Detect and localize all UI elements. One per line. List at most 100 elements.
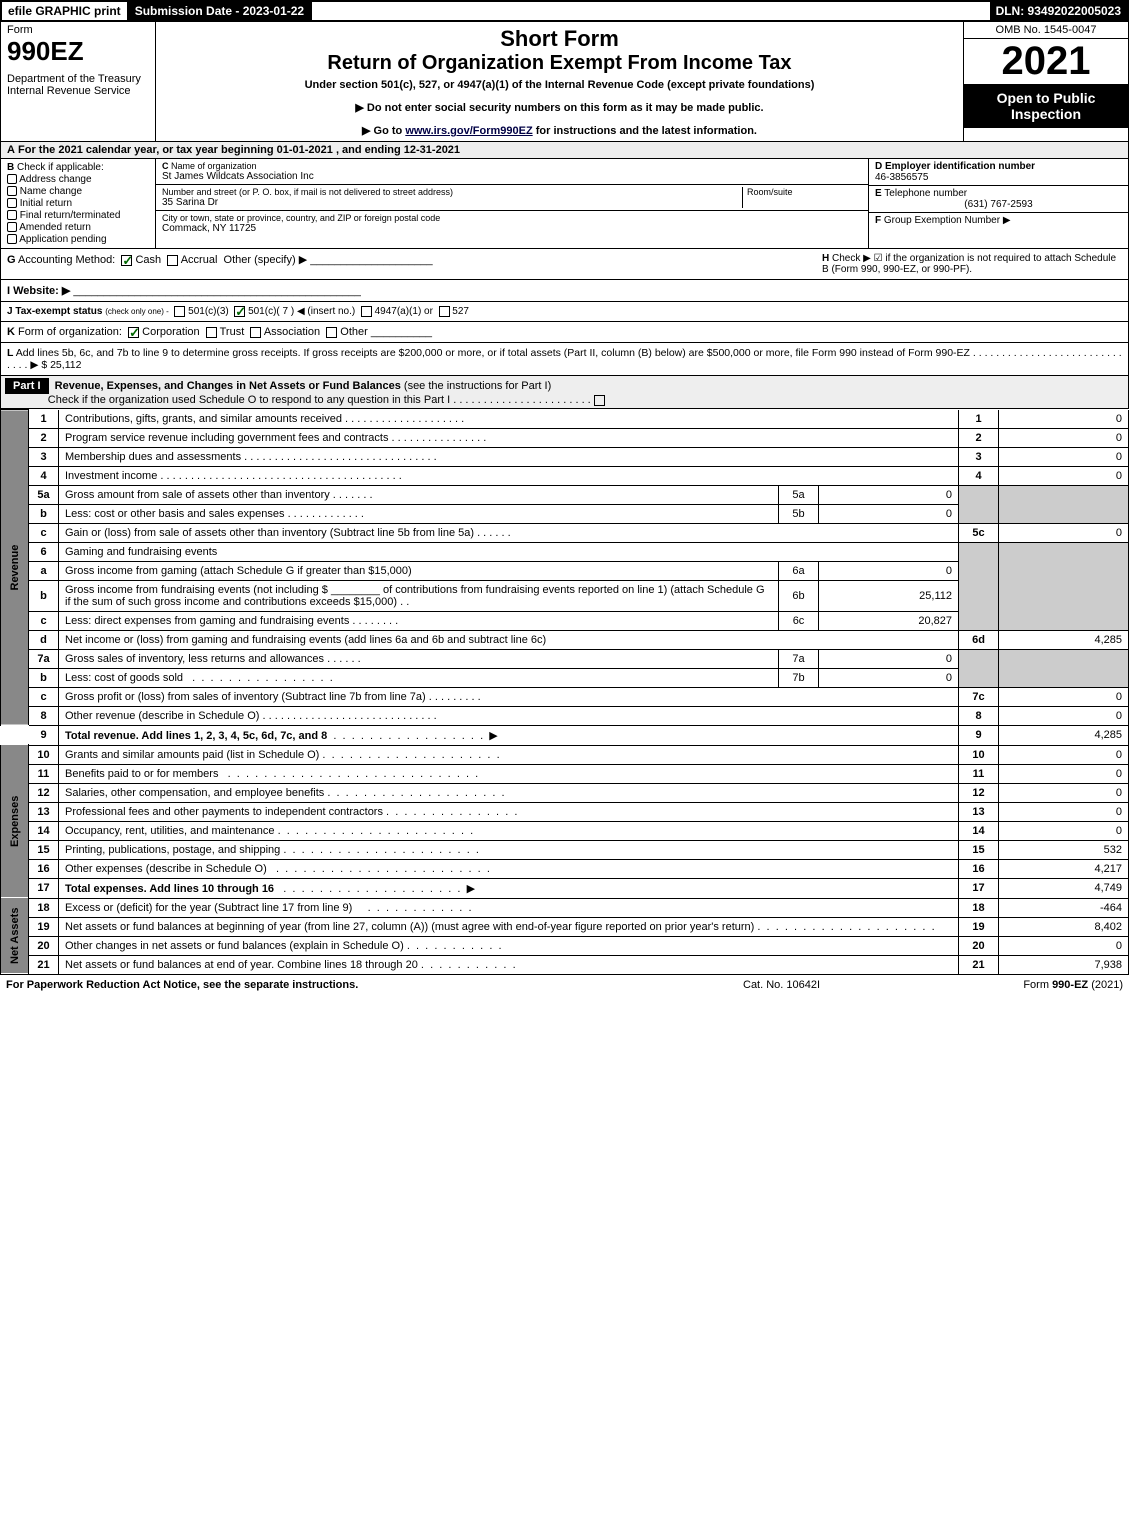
- ln13-num: 13: [29, 802, 59, 821]
- chk-accrual[interactable]: [167, 255, 178, 266]
- ln5-shade-v: [999, 485, 1129, 523]
- org-name: St James Wildcats Association Inc: [162, 171, 862, 182]
- row-l: L Add lines 5b, 6c, and 7b to line 9 to …: [0, 343, 1129, 376]
- chk-final-return[interactable]: [7, 210, 17, 220]
- ln7c-val: 0: [999, 687, 1129, 706]
- chk-application-pending[interactable]: [7, 234, 17, 244]
- g-other: Other (specify) ▶: [224, 254, 308, 266]
- ln6b-desc1: Gross income from fundraising events (no…: [65, 584, 328, 596]
- title-return: Return of Organization Exempt From Incom…: [160, 52, 959, 75]
- ln21-num: 21: [29, 955, 59, 974]
- chk-527[interactable]: [439, 306, 450, 317]
- ln14-rnum: 14: [959, 821, 999, 840]
- ln14-val: 0: [999, 821, 1129, 840]
- efile-label[interactable]: efile GRAPHIC print: [2, 2, 129, 20]
- f-label: Group Exemption Number ▶: [884, 215, 1011, 226]
- opt-application-pending: Application pending: [19, 234, 106, 245]
- ln7a-sv: 0: [819, 649, 959, 668]
- c-name-label: Name of organization: [171, 161, 257, 171]
- section-a: A For the 2021 calendar year, or tax yea…: [0, 142, 1129, 159]
- ln6d-rnum: 6d: [959, 630, 999, 649]
- org-address: 35 Sarina Dr: [162, 197, 742, 208]
- ln8-val: 0: [999, 706, 1129, 725]
- ln6c-num: c: [29, 611, 59, 630]
- chk-501c3[interactable]: [174, 306, 185, 317]
- ln9-val: 4,285: [999, 725, 1129, 745]
- ln2-rnum: 2: [959, 428, 999, 447]
- opt-address-change: Address change: [19, 174, 91, 185]
- chk-initial-return[interactable]: [7, 198, 17, 208]
- chk-trust[interactable]: [206, 327, 217, 338]
- j-501c: 501(c)( 7 ) ◀ (insert no.): [248, 306, 355, 317]
- tax-year: 2021: [964, 39, 1128, 84]
- ln4-val: 0: [999, 466, 1129, 485]
- ln5b-sn: 5b: [779, 504, 819, 523]
- chk-other[interactable]: [326, 327, 337, 338]
- ln6b-sn: 6b: [779, 580, 819, 611]
- chk-cash[interactable]: [121, 255, 132, 266]
- g-accrual: Accrual: [181, 254, 218, 266]
- chk-association[interactable]: [250, 327, 261, 338]
- chk-4947[interactable]: [361, 306, 372, 317]
- k-other: Other: [340, 326, 368, 338]
- ln8-rnum: 8: [959, 706, 999, 725]
- ln2-val: 0: [999, 428, 1129, 447]
- ln7a-num: 7a: [29, 649, 59, 668]
- ln6c-desc: Less: direct expenses from gaming and fu…: [65, 615, 349, 627]
- l-val: ▶ $ 25,112: [30, 359, 81, 371]
- k-association: Association: [264, 326, 320, 338]
- col-c: C Name of organization St James Wildcats…: [156, 159, 868, 248]
- dln: DLN: 93492022005023: [990, 2, 1127, 20]
- department: Department of the Treasury Internal Reve…: [7, 73, 149, 97]
- opt-amended-return: Amended return: [19, 222, 91, 233]
- ln6d-val: 4,285: [999, 630, 1129, 649]
- ln11-desc: Benefits paid to or for members: [65, 768, 218, 780]
- ln5a-desc: Gross amount from sale of assets other t…: [65, 489, 330, 501]
- ln9-num: 9: [29, 725, 59, 745]
- row-k: K Form of organization: Corporation Trus…: [0, 322, 1129, 343]
- ln12-val: 0: [999, 783, 1129, 802]
- i-label: Website: ▶: [13, 285, 70, 297]
- org-city: Commack, NY 11725: [162, 223, 862, 234]
- ln8-num: 8: [29, 706, 59, 725]
- chk-corporation[interactable]: [128, 327, 139, 338]
- chk-501c[interactable]: [234, 306, 245, 317]
- ln9-rnum: 9: [959, 725, 999, 745]
- part1-title: Revenue, Expenses, and Changes in Net As…: [55, 380, 401, 392]
- chk-amended-return[interactable]: [7, 222, 17, 232]
- irs-link[interactable]: www.irs.gov/Form990EZ: [405, 125, 532, 137]
- ln17-num: 17: [29, 878, 59, 898]
- ln13-desc: Professional fees and other payments to …: [65, 806, 383, 818]
- g-cash: Cash: [135, 254, 161, 266]
- line-a-label: A: [7, 144, 15, 156]
- ln19-val: 8,402: [999, 917, 1129, 936]
- chk-schedule-o[interactable]: [594, 395, 605, 406]
- note-link: ▶ Go to www.irs.gov/Form990EZ for instru…: [160, 124, 959, 137]
- ln6b-num: b: [29, 580, 59, 611]
- ln14-desc: Occupancy, rent, utilities, and maintena…: [65, 825, 275, 837]
- subtitle: Under section 501(c), 527, or 4947(a)(1)…: [160, 79, 959, 91]
- ln19-rnum: 19: [959, 917, 999, 936]
- omb-number: OMB No. 1545-0047: [964, 22, 1128, 39]
- ln1-val: 0: [999, 410, 1129, 429]
- ln21-rnum: 21: [959, 955, 999, 974]
- ln4-num: 4: [29, 466, 59, 485]
- ln5b-num: b: [29, 504, 59, 523]
- chk-name-change[interactable]: [7, 186, 17, 196]
- top-bar: efile GRAPHIC print Submission Date - 20…: [0, 0, 1129, 22]
- col-def: D Employer identification number 46-3856…: [868, 159, 1128, 248]
- header-mid: Short Form Return of Organization Exempt…: [156, 22, 963, 141]
- ln7c-desc: Gross profit or (loss) from sales of inv…: [65, 691, 426, 703]
- ln5c-num: c: [29, 523, 59, 542]
- side-expenses: Expenses: [1, 745, 29, 898]
- form-header: Form 990EZ Department of the Treasury In…: [0, 22, 1129, 142]
- g-label: Accounting Method:: [18, 254, 115, 266]
- chk-address-change[interactable]: [7, 174, 17, 184]
- ln3-rnum: 3: [959, 447, 999, 466]
- ln1-rnum: 1: [959, 410, 999, 429]
- ln5-shade: [959, 485, 999, 523]
- ln1-num: 1: [29, 410, 59, 429]
- ln17-val: 4,749: [999, 878, 1129, 898]
- j-label: Tax-exempt status: [15, 306, 102, 317]
- ln20-desc: Other changes in net assets or fund bala…: [65, 940, 404, 952]
